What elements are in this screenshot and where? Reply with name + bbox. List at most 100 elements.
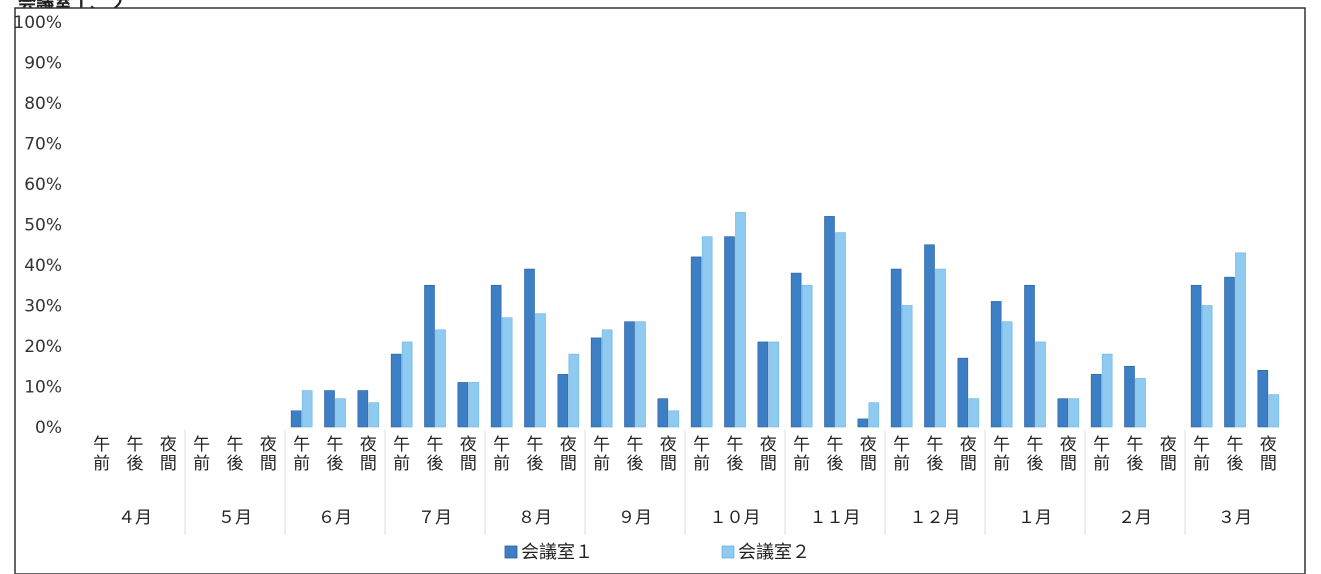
bar-1 bbox=[757, 341, 769, 428]
bar-2 bbox=[1201, 305, 1213, 428]
period-label: 午前 bbox=[193, 435, 210, 474]
bar-2 bbox=[1235, 252, 1246, 428]
legend-swatch bbox=[504, 545, 518, 559]
bar-2 bbox=[635, 321, 646, 428]
bar-1 bbox=[557, 374, 569, 428]
bar-1 bbox=[390, 353, 402, 428]
y-tick-label: 10% bbox=[24, 378, 62, 398]
y-tick-label: 70% bbox=[24, 135, 62, 155]
month-label: ３月 bbox=[1218, 508, 1252, 528]
y-tick-label: 30% bbox=[24, 297, 62, 317]
period-label: 午前 bbox=[493, 435, 510, 474]
period-label: 午前 bbox=[93, 435, 110, 474]
bar-1 bbox=[1024, 284, 1035, 428]
x-axis-months: ４月 ５月 ６月 ７月 ８月 ９月 １０月 １１月 １２月 １月 ２月 ３月 bbox=[118, 430, 1252, 535]
month-label: ８月 bbox=[518, 508, 552, 528]
bar-1 bbox=[657, 398, 669, 428]
bar-1 bbox=[490, 284, 502, 428]
bar-1 bbox=[857, 418, 869, 428]
y-tick-label: 80% bbox=[24, 94, 62, 114]
bar-1 bbox=[1057, 398, 1069, 428]
bar-2 bbox=[535, 313, 546, 428]
period-label: 午後 bbox=[727, 435, 744, 474]
legend-label: 会議室２ bbox=[738, 542, 810, 563]
bar-2 bbox=[1001, 321, 1013, 428]
period-label: 午後 bbox=[127, 435, 144, 474]
bar-1 bbox=[624, 321, 635, 428]
bar-2 bbox=[1268, 394, 1280, 428]
y-tick-label: 100% bbox=[13, 13, 62, 33]
period-label: 午前 bbox=[393, 435, 410, 474]
bar-1 bbox=[957, 357, 969, 428]
period-label: 夜間 bbox=[1060, 435, 1077, 474]
period-label: 夜間 bbox=[1260, 435, 1277, 474]
month-label: ９月 bbox=[618, 508, 652, 528]
period-label: 午前 bbox=[993, 435, 1010, 474]
y-tick-label: 50% bbox=[24, 216, 62, 236]
bar-2 bbox=[868, 402, 880, 428]
bar-1 bbox=[990, 301, 1002, 428]
bar-2 bbox=[768, 341, 780, 428]
bar-1 bbox=[1190, 284, 1202, 428]
period-label: 午後 bbox=[927, 435, 944, 474]
bar-2 bbox=[968, 398, 980, 428]
bar-1 bbox=[1224, 276, 1235, 428]
period-label: 夜間 bbox=[160, 435, 177, 474]
bar-1 bbox=[724, 236, 735, 428]
month-label: １０月 bbox=[710, 508, 761, 528]
bar-2 bbox=[568, 353, 580, 428]
y-tick-label: 60% bbox=[24, 175, 62, 195]
month-label: ６月 bbox=[318, 508, 352, 528]
bar-1 bbox=[1124, 365, 1135, 428]
bar-2 bbox=[1068, 398, 1080, 428]
period-label: 午前 bbox=[1193, 435, 1210, 474]
bar-2 bbox=[935, 268, 946, 428]
bar-2 bbox=[368, 402, 380, 428]
period-label: 午後 bbox=[527, 435, 544, 474]
period-label: 午後 bbox=[627, 435, 644, 474]
period-label: 午後 bbox=[427, 435, 444, 474]
bar-2 bbox=[435, 329, 446, 428]
bar-1 bbox=[524, 268, 535, 428]
bar-2 bbox=[401, 341, 413, 428]
bar-2 bbox=[835, 232, 846, 428]
bar-1 bbox=[690, 256, 702, 428]
y-tick-label: 0% bbox=[35, 418, 62, 438]
month-label: １１月 bbox=[810, 508, 861, 528]
bar-2 bbox=[668, 410, 680, 428]
period-label: 午前 bbox=[893, 435, 910, 474]
period-label: 夜間 bbox=[260, 435, 277, 474]
bar-1 bbox=[324, 390, 335, 428]
month-label: ５月 bbox=[218, 508, 252, 528]
bar-2 bbox=[1035, 341, 1046, 428]
x-axis-periods: 午前午後夜間午前午後夜間午前午後夜間午前午後夜間午前午後夜間午前午後夜間午前午後… bbox=[93, 435, 1277, 474]
period-label: 夜間 bbox=[760, 435, 777, 474]
bar-1 bbox=[290, 410, 302, 428]
legend-swatch bbox=[721, 545, 735, 559]
legend-label: 会議室１ bbox=[521, 542, 593, 563]
period-label: 夜間 bbox=[660, 435, 677, 474]
bars bbox=[290, 212, 1280, 428]
bar-1 bbox=[890, 268, 902, 428]
y-tick-label: 90% bbox=[24, 54, 62, 74]
bar-2 bbox=[1101, 353, 1113, 428]
period-label: 午後 bbox=[327, 435, 344, 474]
period-label: 午後 bbox=[1027, 435, 1044, 474]
bar-1 bbox=[590, 337, 602, 428]
month-label: ２月 bbox=[1118, 508, 1152, 528]
bar-2 bbox=[1135, 378, 1146, 428]
chart-frame bbox=[14, 7, 1306, 574]
bar-1 bbox=[357, 390, 369, 428]
bar-1 bbox=[424, 284, 435, 428]
month-label: ４月 bbox=[118, 508, 152, 528]
period-label: 夜間 bbox=[360, 435, 377, 474]
bar-1 bbox=[924, 244, 935, 428]
period-label: 夜間 bbox=[1160, 435, 1177, 474]
period-label: 午前 bbox=[593, 435, 610, 474]
bar-2 bbox=[901, 305, 913, 428]
bar-2 bbox=[601, 329, 613, 428]
period-label: 夜間 bbox=[560, 435, 577, 474]
month-label: １２月 bbox=[910, 508, 961, 528]
period-label: 午前 bbox=[793, 435, 810, 474]
